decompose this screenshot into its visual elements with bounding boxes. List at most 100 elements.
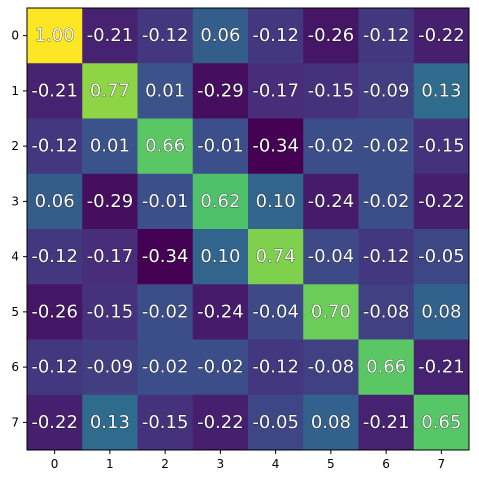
x-tick-label-4: 4 <box>272 457 280 471</box>
cell-value-label-r2-c1: 0.01 <box>90 136 130 157</box>
heatmap-cell-r7-c6 <box>358 394 415 451</box>
heatmap-cell-r5-c4 <box>248 284 304 340</box>
heatmap-cell-r7-c5 <box>303 394 359 451</box>
cell-value-label-r5-c4: -0.04 <box>252 301 299 322</box>
heatmap-cells <box>27 8 470 451</box>
x-tick-label-7: 7 <box>438 457 446 471</box>
cell-value-label-r0-c5: -0.26 <box>308 25 355 46</box>
cell-value-label-r4-c5: -0.04 <box>308 246 355 267</box>
cell-value-label-r3-c4: 0.10 <box>256 191 296 212</box>
x-tick-label-3: 3 <box>217 457 225 471</box>
y-tick-label-5: 5 <box>11 305 19 319</box>
heatmap-cell-r6-c7 <box>413 339 470 396</box>
heatmap-cell-r3-c4 <box>248 173 304 230</box>
heatmap-cell-r4-c5 <box>303 229 359 285</box>
heatmap-cell-r3-c2 <box>137 173 194 230</box>
plot-frame <box>26 7 470 451</box>
heatmap-cell-r5-c0 <box>27 284 83 340</box>
y-axis-ticks: 0 1 2 3 4 5 6 7 <box>11 29 27 429</box>
heatmap-cell-r7-c4 <box>248 394 304 451</box>
cell-value-label-r0-c1: -0.21 <box>87 25 134 46</box>
heatmap-cell-r4-c6 <box>358 229 415 285</box>
cell-value-label-r4-c6: -0.12 <box>363 246 410 267</box>
heatmap-cell-r0-c3 <box>192 8 249 64</box>
heatmap-cell-r4-c0 <box>27 229 83 285</box>
heatmap-cell-r5-c3 <box>192 284 249 340</box>
cell-value-label-r2-c4: -0.34 <box>252 136 299 157</box>
heatmap-cell-r3-c6 <box>358 173 415 230</box>
cell-value-label-r6-c3: -0.02 <box>197 357 244 378</box>
cell-value-label-r1-c3: -0.29 <box>197 80 244 101</box>
cell-value-label-r7-c4: -0.05 <box>252 412 299 433</box>
cell-value-label-r5-c2: -0.02 <box>142 301 189 322</box>
heatmap-cell-r2-c0 <box>27 118 83 175</box>
cell-value-label-r4-c0: -0.12 <box>31 246 78 267</box>
heatmap-cell-r1-c4 <box>248 63 304 119</box>
heatmap-cell-r7-c2 <box>137 394 194 451</box>
cell-value-label-r2-c0: -0.12 <box>31 136 78 157</box>
cell-value-label-r6-c2: -0.02 <box>142 357 189 378</box>
x-tick-label-5: 5 <box>327 457 335 471</box>
heatmap-cell-r1-c5 <box>303 63 359 119</box>
cell-value-label-r0-c3: 0.06 <box>200 25 240 46</box>
cell-value-label-r3-c7: -0.22 <box>418 191 465 212</box>
cell-value-label-r3-c6: -0.02 <box>363 191 410 212</box>
x-tick-label-1: 1 <box>106 457 114 471</box>
x-axis-ticks: 0 1 2 3 4 5 6 7 <box>51 450 445 471</box>
cell-value-label-r7-c2: -0.15 <box>142 412 189 433</box>
cell-value-label-r0-c2: -0.12 <box>142 25 189 46</box>
heatmap-cell-r4-c1 <box>82 229 138 285</box>
heatmap-cell-r1-c7 <box>413 63 470 119</box>
x-tick-label-6: 6 <box>382 457 390 471</box>
heatmap-cell-r5-c2 <box>137 284 194 340</box>
heatmap-cell-r2-c2 <box>137 118 194 175</box>
cell-value-label-r6-c1: -0.09 <box>87 357 134 378</box>
heatmap-cell-r2-c5 <box>303 118 359 175</box>
heatmap-cell-r1-c2 <box>137 63 194 119</box>
y-tick-label-6: 6 <box>11 360 19 374</box>
heatmap-cell-r3-c7 <box>413 173 470 230</box>
cell-value-label-r5-c5: 0.70 <box>311 301 351 322</box>
cell-value-label-r7-c6: -0.21 <box>363 412 410 433</box>
heatmap-cell-r5-c6 <box>358 284 415 340</box>
cell-value-label-r3-c1: -0.29 <box>87 191 134 212</box>
heatmap-cell-r2-c4 <box>248 118 304 175</box>
cell-value-label-r4-c1: -0.17 <box>87 246 134 267</box>
cell-value-label-r7-c1: 0.13 <box>90 412 130 433</box>
cell-value-label-r2-c7: -0.15 <box>418 136 465 157</box>
heatmap-cell-r5-c7 <box>413 284 470 340</box>
cell-value-label-r1-c7: 0.13 <box>421 80 461 101</box>
cell-value-label-r6-c7: -0.21 <box>418 357 465 378</box>
heatmap-cell-r0-c5 <box>303 8 359 64</box>
cell-value-label-r1-c1: 0.77 <box>90 80 130 101</box>
cell-value-label-r2-c3: -0.01 <box>197 136 244 157</box>
heatmap-cell-r2-c1 <box>82 118 138 175</box>
cell-value-label-r0-c7: -0.22 <box>418 25 465 46</box>
cell-value-label-r4-c2: -0.34 <box>142 246 189 267</box>
cell-value-label-r7-c3: -0.22 <box>197 412 244 433</box>
cell-value-label-r5-c7: 0.08 <box>421 301 461 322</box>
cell-value-label-r1-c0: -0.21 <box>31 80 78 101</box>
heatmap-cell-r6-c3 <box>192 339 249 396</box>
cell-value-label-r5-c1: -0.15 <box>87 301 134 322</box>
heatmap-cell-r1-c6 <box>358 63 415 119</box>
y-tick-label-1: 1 <box>11 84 19 98</box>
cell-value-label-r3-c0: 0.06 <box>35 191 75 212</box>
heatmap-cell-r0-c7 <box>413 8 470 64</box>
heatmap-cell-r7-c1 <box>82 394 138 451</box>
cell-value-label-r2-c2: 0.66 <box>145 136 185 157</box>
heatmap-cell-r4-c7 <box>413 229 470 285</box>
heatmap-cell-r3-c1 <box>82 173 138 230</box>
heatmap-cell-r4-c4 <box>248 229 304 285</box>
cell-value-label-r2-c6: -0.02 <box>363 136 410 157</box>
cell-value-label-r1-c2: 0.01 <box>145 80 185 101</box>
heatmap-cell-r6-c0 <box>27 339 83 396</box>
x-tick-label-2: 2 <box>161 457 169 471</box>
heatmap-cell-r3-c5 <box>303 173 359 230</box>
heatmap-cell-r0-c4 <box>248 8 304 64</box>
y-tick-label-3: 3 <box>11 194 19 208</box>
heatmap-cell-r6-c2 <box>137 339 194 396</box>
heatmap-cell-r1-c3 <box>192 63 249 119</box>
heatmap-cell-r7-c7 <box>413 394 470 451</box>
y-tick-label-0: 0 <box>11 29 19 43</box>
